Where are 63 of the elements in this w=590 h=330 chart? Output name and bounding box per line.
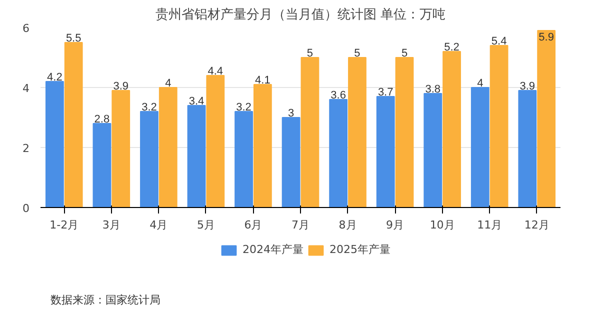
chart-title: 贵州省铝材产量分月（当月值）统计图 单位：万吨	[155, 8, 446, 22]
data-label: 5	[401, 48, 408, 60]
data-label: 5.4	[491, 36, 507, 48]
data-label: 5.9	[538, 32, 554, 44]
x-tick-label: 10月	[430, 218, 455, 232]
x-tick-label: 11月	[477, 218, 502, 232]
bar	[395, 57, 414, 208]
data-label: 4	[477, 78, 484, 90]
data-label: 3.9	[113, 80, 129, 92]
source-note: 数据来源：国家统计局	[50, 294, 160, 306]
bar	[282, 117, 300, 208]
bar	[64, 42, 83, 208]
bar	[112, 90, 130, 208]
bar	[158, 87, 178, 208]
data-label: 3.7	[378, 86, 394, 98]
legend-label: 2024年产量	[242, 242, 304, 257]
bar	[140, 111, 158, 208]
bar	[92, 123, 112, 208]
bar	[187, 105, 206, 208]
x-tick-label: 1-2月	[50, 218, 79, 232]
y-tick-label: 4	[22, 82, 30, 95]
x-tick-label: 9月	[386, 218, 404, 232]
data-label: 3.2	[236, 102, 252, 114]
data-label: 4	[165, 78, 172, 90]
bar	[300, 57, 320, 208]
data-label: 3.4	[188, 96, 204, 108]
data-label: 2.8	[94, 114, 110, 126]
data-label: 5	[306, 48, 314, 60]
bar	[376, 96, 395, 208]
bar	[348, 57, 366, 208]
data-label: 3.2	[142, 102, 157, 114]
x-tick-label: 3月	[102, 218, 120, 232]
data-label: 4.4	[208, 66, 224, 78]
data-label: 5.5	[66, 32, 82, 44]
bar	[537, 30, 556, 208]
data-label: 5	[354, 48, 360, 60]
bar	[442, 51, 461, 208]
x-tick-label: 4月	[150, 218, 168, 232]
x-tick-label: 6月	[244, 218, 262, 232]
data-label: 3.9	[520, 80, 536, 92]
data-label: 4.1	[255, 74, 270, 86]
bar	[206, 75, 225, 208]
x-tick-label: 5月	[196, 218, 215, 232]
x-tick-label: 7月	[292, 218, 310, 232]
x-tick-label: 12月	[524, 218, 550, 232]
bar	[253, 84, 272, 208]
data-label: 4.2	[47, 72, 62, 84]
bar	[45, 81, 64, 208]
bar	[490, 45, 508, 208]
bar	[518, 90, 537, 208]
y-tick-label: 6	[22, 22, 30, 35]
y-tick-label: 2	[22, 142, 30, 155]
data-label: 3.8	[425, 84, 441, 96]
bar	[424, 93, 442, 208]
legend-label: 2025年产量	[330, 242, 390, 257]
bar	[234, 111, 253, 208]
data-label: 5.2	[444, 42, 460, 54]
data-label: 3.6	[330, 90, 346, 102]
x-tick-label: 8月	[338, 218, 357, 232]
data-label: 3	[288, 108, 294, 120]
bar	[329, 99, 348, 208]
bar	[470, 87, 490, 208]
y-tick-label: 0	[22, 202, 30, 215]
